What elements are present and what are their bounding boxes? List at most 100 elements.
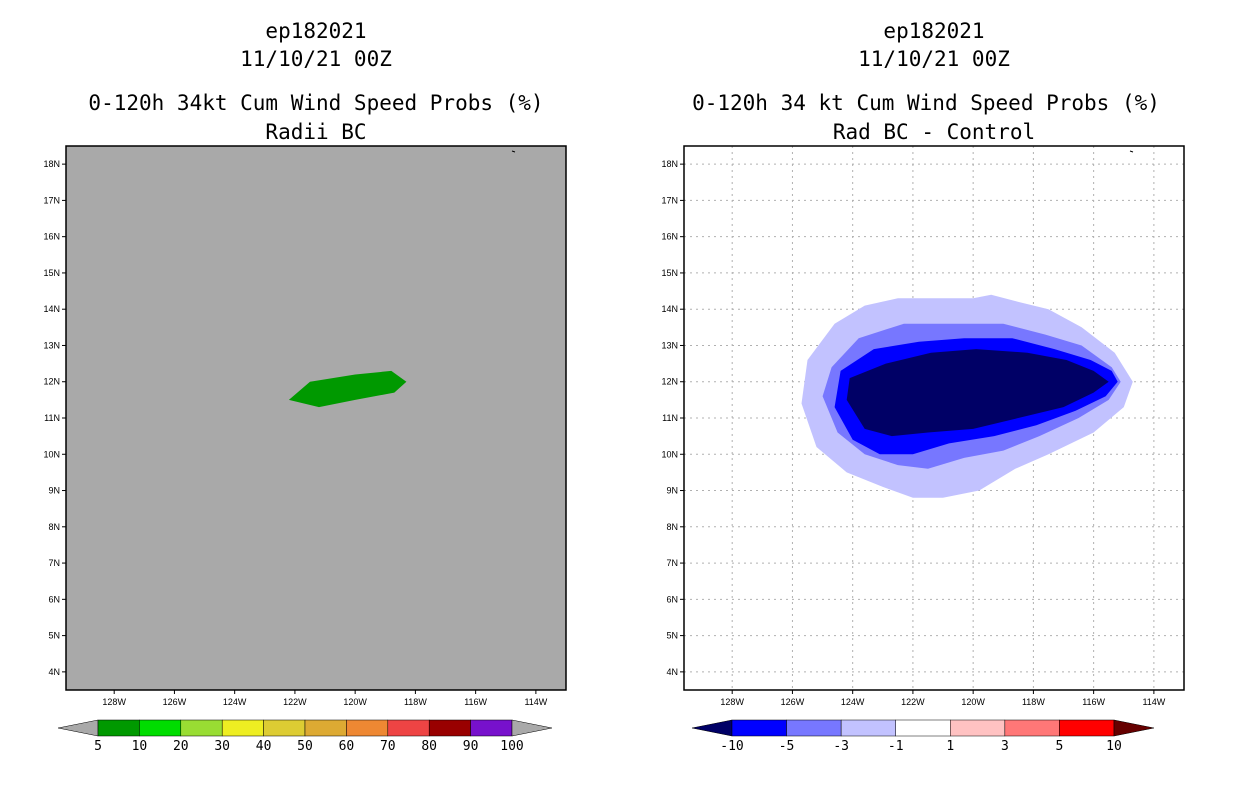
- right-map-xtick-label-2: 124W: [841, 697, 865, 707]
- left-datetime: 11/10/21 00Z: [240, 47, 392, 71]
- right-map-ytick-label-11: 15N: [661, 268, 678, 278]
- left-map-background: [66, 146, 566, 690]
- right-datetime: 11/10/21 00Z: [858, 47, 1010, 71]
- right-map-ytick-label-8: 12N: [661, 377, 678, 387]
- right-map-ytick-label-4: 8N: [666, 522, 678, 532]
- right-map-ytick-label-1: 5N: [666, 631, 678, 641]
- right-map-ytick-label-14: 18N: [661, 159, 678, 169]
- right-map-xtick-label-0: 128W: [720, 697, 744, 707]
- right-map-colorbar-box-1: [786, 719, 842, 737]
- left-map-colorbar-label-6: 60: [339, 739, 355, 754]
- right-map-colorbar-label-7: 10: [1106, 739, 1122, 754]
- left-map-xtick-label-7: 114W: [524, 697, 547, 707]
- right-map: 4N 5N 6N 7N 8N 9N 10N 11N 12N 13N 14N 15N 16N 17N 18N 1…: [661, 145, 1185, 754]
- right-map-xtick-label-7: 114W: [1142, 697, 1165, 707]
- right-map-ytick-label-12: 16N: [661, 232, 678, 242]
- left-map-xtick-label-3: 122W: [283, 697, 307, 707]
- right-map-colorbar-label-0: -10: [720, 739, 743, 754]
- left-map-colorbar-label-3: 30: [214, 739, 230, 754]
- left-map-colorbar-box-4: [263, 719, 306, 737]
- left-map-ytick-label-13: 17N: [43, 195, 60, 205]
- left-map-ytick-label-8: 12N: [43, 377, 60, 387]
- right-map-ytick-label-7: 11N: [662, 413, 678, 423]
- left-map-colorbar-box-0: [97, 719, 140, 737]
- left-map-ytick-label-14: 18N: [43, 159, 60, 169]
- right-chart-title: 0-120h 34 kt Cum Wind Speed Probs (%): [692, 91, 1160, 115]
- left-map-colorbar-box-7: [387, 719, 430, 737]
- right-map-colorbar-label-4: 1: [946, 739, 954, 754]
- left-map-ytick-label-0: 4N: [48, 667, 60, 677]
- left-map-colorbar-box-8: [428, 719, 471, 737]
- left-map-xtick-label-5: 118W: [404, 697, 427, 707]
- right-map-colorbar-box-4: [950, 719, 1006, 737]
- left-map-xtick-label-6: 116W: [464, 697, 487, 707]
- right-map-ytick-label-9: 13N: [661, 340, 678, 350]
- right-map-ytick-label-5: 9N: [666, 486, 678, 496]
- left-map-colorbar-box-6: [346, 719, 389, 737]
- left-map-island-mark: [511, 150, 516, 153]
- right-map-xtick-label-4: 120W: [961, 697, 985, 707]
- left-map-colorbar-label-0: 5: [94, 739, 102, 754]
- right-map-colorbar-label-1: -5: [779, 739, 795, 754]
- left-map-colorbar-box-2: [180, 719, 223, 737]
- right-map-colorbar-box-0: [731, 719, 787, 737]
- right-map-ytick-label-6: 10N: [661, 449, 678, 459]
- left-map-contour-0: [288, 370, 407, 408]
- left-map-colorbar-label-10: 100: [500, 739, 523, 754]
- left-map-colorbar-over-arrow: [511, 719, 553, 737]
- left-map-ytick-label-3: 7N: [48, 558, 60, 568]
- left-map-colorbar-box-9: [470, 719, 513, 737]
- left-map-colorbar-label-5: 50: [297, 739, 313, 754]
- right-map-ytick-label-10: 14N: [661, 304, 678, 314]
- left-chart-subtitle: Radii BC: [265, 120, 367, 144]
- right-map-colorbar-box-3: [895, 719, 951, 737]
- left-map-colorbar-label-8: 80: [421, 739, 437, 754]
- left-map-xtick-label-0: 128W: [102, 697, 126, 707]
- left-map-xtick-label-2: 124W: [223, 697, 247, 707]
- right-map-ytick-label-13: 17N: [661, 195, 678, 205]
- right-map-xtick-label-3: 122W: [901, 697, 925, 707]
- left-map-xtick-label-1: 126W: [163, 697, 187, 707]
- right-map-colorbar-under-arrow: [691, 719, 733, 737]
- right-map-colorbar-label-2: -3: [833, 739, 849, 754]
- right-map-ytick-label-0: 4N: [666, 667, 678, 677]
- left-map-contours: [288, 370, 407, 408]
- right-map-ytick-label-3: 7N: [666, 558, 678, 568]
- right-map-xtick-label-1: 126W: [781, 697, 805, 707]
- right-map-colorbar-box-5: [1004, 719, 1060, 737]
- left-map-colorbar-label-7: 70: [380, 739, 396, 754]
- right-map-contours: [801, 294, 1133, 498]
- left-map-ytick-label-4: 8N: [48, 522, 60, 532]
- right-map-island-mark: [1129, 150, 1134, 153]
- left-map-colorbar-label-4: 40: [256, 739, 272, 754]
- right-map-colorbar-box-6: [1059, 719, 1115, 737]
- right-map-colorbar-label-6: 5: [1056, 739, 1064, 754]
- left-map-ytick-label-6: 10N: [43, 449, 60, 459]
- left-chart-title: 0-120h 34kt Cum Wind Speed Probs (%): [88, 91, 544, 115]
- right-map-colorbar-label-5: 3: [1001, 739, 1009, 754]
- right-map-colorbar-box-2: [840, 719, 896, 737]
- left-map-ytick-label-10: 14N: [43, 304, 60, 314]
- left-map-ytick-label-11: 15N: [43, 268, 60, 278]
- left-map-colorbar-label-2: 20: [173, 739, 189, 754]
- left-map-colorbar-box-1: [139, 719, 182, 737]
- right-map-xtick-label-6: 116W: [1082, 697, 1105, 707]
- right-chart-subtitle: Rad BC - Control: [832, 120, 1036, 144]
- left-map-colorbar-box-5: [304, 719, 347, 737]
- left-map-colorbar-label-1: 10: [132, 739, 148, 754]
- right-map-ytick-label-2: 6N: [666, 594, 678, 604]
- right-map-xtick-label-5: 118W: [1022, 697, 1045, 707]
- left-storm-id: ep182021: [265, 19, 367, 43]
- right-map-colorbar-label-3: -1: [888, 739, 904, 754]
- right-map-contour-3: [846, 349, 1109, 437]
- left-map-ytick-label-12: 16N: [43, 232, 60, 242]
- right-storm-id: ep182021: [883, 19, 985, 43]
- left-map-ytick-label-7: 11N: [44, 413, 60, 423]
- left-map-colorbar-label-9: 90: [463, 739, 479, 754]
- left-map-ytick-label-2: 6N: [48, 594, 60, 604]
- left-map-ytick-label-1: 5N: [48, 631, 60, 641]
- left-map-colorbar-under-arrow: [57, 719, 99, 737]
- left-map-ytick-label-5: 9N: [48, 486, 60, 496]
- left-map-ytick-label-9: 13N: [43, 340, 60, 350]
